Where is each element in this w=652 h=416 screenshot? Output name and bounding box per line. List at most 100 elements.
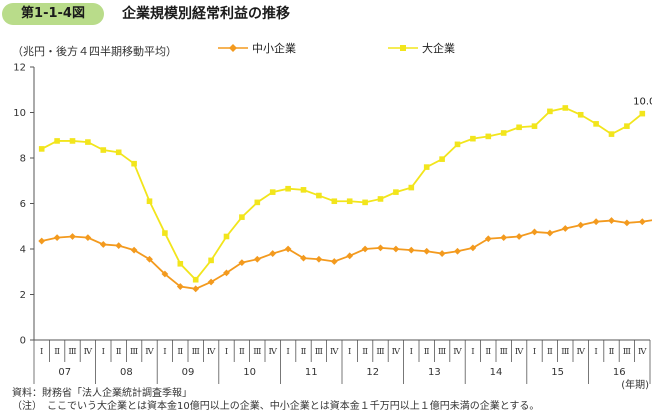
quarter-label: Ⅲ — [253, 347, 261, 357]
quarter-label: Ⅳ — [576, 347, 585, 357]
legend-large-label: 大企業 — [422, 42, 455, 55]
point-large-3 — [85, 139, 91, 145]
quarter-label: Ⅰ — [471, 347, 474, 357]
quarter-label: Ⅰ — [163, 347, 166, 357]
point-sme-17 — [300, 254, 307, 262]
quarter-label: Ⅳ — [268, 347, 277, 357]
x-unit-label: (年期) — [621, 378, 649, 391]
source-note: 資料：財務省「法人企業統計調査季報」 — [12, 388, 192, 399]
quarter-label: Ⅰ — [533, 347, 536, 357]
point-large-1 — [54, 138, 60, 144]
quarter-label: Ⅰ — [348, 347, 351, 357]
point-large-10 — [192, 276, 199, 283]
end-label-large: 10.0 — [633, 97, 652, 108]
point-sme-23 — [392, 245, 400, 253]
quarter-label: Ⅳ — [207, 347, 216, 357]
point-sme-38 — [623, 219, 631, 227]
quarter-label: Ⅱ — [54, 347, 60, 357]
point-sme-16 — [284, 245, 292, 253]
quarter-label: Ⅱ — [547, 347, 553, 357]
point-sme-21 — [361, 245, 369, 253]
point-sme-6 — [130, 246, 138, 254]
quarter-label: Ⅱ — [116, 347, 122, 357]
figure-header: 第1-1-4図 企業規模別経常利益の推移 — [0, 0, 652, 30]
point-sme-37 — [608, 217, 615, 224]
point-sme-12 — [223, 269, 230, 277]
point-large-32 — [531, 123, 538, 129]
point-sme-32 — [531, 228, 538, 236]
point-sme-35 — [577, 221, 585, 229]
point-large-37 — [608, 131, 615, 137]
series-line-sme — [41, 219, 652, 290]
point-large-21 — [362, 199, 368, 206]
year-label-16: 16 — [613, 367, 626, 378]
quarter-label: Ⅳ — [638, 347, 647, 357]
y-tick-label-10: 10 — [13, 108, 26, 119]
quarter-label: Ⅲ — [68, 347, 76, 357]
quarter-label: Ⅲ — [315, 347, 323, 357]
point-large-34 — [562, 105, 569, 111]
point-large-7 — [146, 198, 153, 205]
point-sme-8 — [161, 270, 169, 278]
figure-number: 第1-1-4図 — [2, 3, 104, 25]
legend-large-swatch — [388, 45, 418, 51]
point-large-15 — [269, 189, 276, 195]
point-large-30 — [500, 130, 507, 136]
point-sme-2 — [69, 233, 76, 240]
point-sme-36 — [592, 218, 600, 226]
quarter-label: Ⅰ — [102, 347, 105, 357]
point-large-22 — [377, 196, 384, 202]
point-sme-29 — [484, 235, 492, 243]
legend-sme: 中小企業 — [218, 40, 296, 56]
quarter-label: Ⅳ — [330, 347, 339, 357]
point-sme-9 — [176, 283, 184, 290]
point-sme-10 — [192, 285, 200, 293]
point-large-38 — [624, 123, 630, 129]
point-large-36 — [593, 121, 599, 127]
point-large-20 — [346, 198, 353, 205]
y-tick-label-8: 8 — [20, 154, 26, 165]
point-large-12 — [223, 233, 230, 240]
point-sme-30 — [500, 234, 508, 242]
point-large-4 — [100, 147, 107, 153]
quarter-label: Ⅳ — [515, 347, 524, 357]
point-large-11 — [208, 257, 214, 264]
point-sme-24 — [407, 246, 415, 254]
definition-note: （注） ここでいう大企業とは資本金10億円以上の企業、中小企業とは資本金１千万円… — [12, 401, 540, 412]
point-sme-28 — [469, 244, 477, 252]
point-large-19 — [331, 198, 338, 205]
point-sme-4 — [99, 241, 107, 248]
point-large-0 — [38, 146, 45, 152]
point-large-16 — [285, 185, 291, 192]
quarter-label: Ⅳ — [453, 347, 462, 357]
quarter-label: Ⅲ — [500, 347, 508, 357]
point-sme-25 — [423, 247, 431, 255]
point-sme-3 — [84, 234, 92, 242]
point-sme-7 — [146, 255, 153, 263]
y-tick-label-6: 6 — [20, 199, 26, 210]
point-sme-39 — [638, 218, 646, 226]
quarter-label: Ⅱ — [609, 347, 615, 357]
quarter-label: Ⅰ — [410, 347, 413, 357]
notes: 資料：財務省「法人企業統計調査季報」 （注） ここでいう大企業とは資本金10億円… — [12, 387, 539, 413]
year-label-08: 08 — [120, 367, 133, 378]
point-large-27 — [454, 141, 461, 148]
quarter-label: Ⅲ — [623, 347, 631, 357]
point-sme-18 — [315, 255, 323, 263]
year-label-10: 10 — [243, 367, 256, 378]
quarter-label: Ⅰ — [40, 347, 43, 357]
point-large-6 — [131, 160, 137, 167]
point-large-31 — [516, 124, 522, 131]
legend-large: 大企業 — [388, 40, 455, 56]
quarter-label: Ⅱ — [485, 347, 491, 357]
point-sme-34 — [561, 225, 569, 232]
quarter-label: Ⅲ — [561, 347, 569, 357]
y-tick-label-4: 4 — [20, 245, 26, 256]
point-large-2 — [69, 138, 76, 144]
quarter-label: Ⅲ — [376, 347, 384, 357]
point-large-8 — [162, 230, 168, 236]
year-label-14: 14 — [490, 367, 503, 378]
point-large-5 — [115, 149, 122, 156]
point-large-9 — [177, 260, 184, 267]
